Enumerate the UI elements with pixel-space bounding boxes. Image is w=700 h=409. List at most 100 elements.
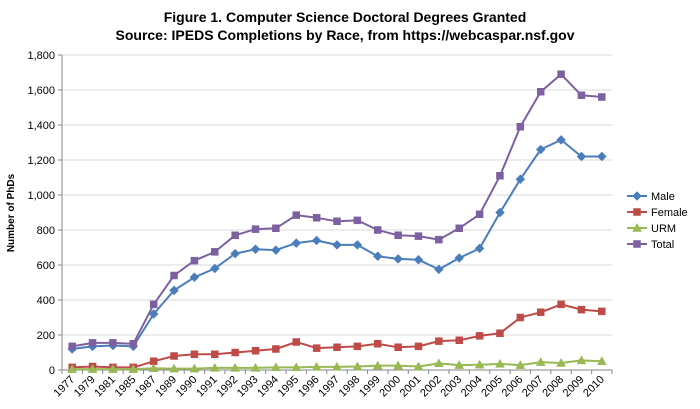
data-point-male [169, 285, 179, 296]
x-tick-label: 1994 [255, 374, 281, 400]
data-series [67, 70, 607, 373]
data-point-urm [413, 361, 424, 371]
data-point-female [251, 347, 260, 355]
x-axis-ticks: 1977197919811985198719891990199119921993… [52, 370, 613, 400]
data-point-male [535, 144, 546, 155]
data-point-total [129, 340, 138, 348]
legend-item-total: Total [627, 239, 674, 251]
x-tick-label: 1991 [194, 374, 220, 400]
data-point-total [292, 211, 301, 219]
y-tick-label: 1,800 [27, 50, 55, 62]
series-total [68, 70, 606, 351]
data-point-urm [454, 360, 465, 369]
legend: Male Female URM Total [627, 191, 688, 251]
data-point-urm [209, 362, 220, 372]
data-point-urm [332, 361, 342, 371]
data-point-total [373, 226, 382, 234]
data-point-female [170, 352, 178, 360]
data-point-urm [352, 361, 363, 371]
x-tick-label: 2002 [418, 374, 444, 400]
data-point-male [413, 254, 424, 265]
x-tick-label: 1999 [357, 374, 383, 400]
data-point-male [596, 151, 607, 162]
data-point-female [536, 308, 545, 316]
legend-marker-female [633, 208, 641, 216]
data-point-total [312, 214, 321, 222]
data-point-urm [474, 359, 485, 369]
x-tick-label: 1977 [52, 374, 78, 400]
data-point-total [251, 225, 260, 233]
y-tick-label: 600 [37, 260, 55, 272]
data-point-urm [128, 364, 139, 373]
data-point-urm [372, 360, 383, 370]
data-point-male [250, 244, 261, 255]
data-point-total [414, 232, 423, 240]
data-point-female [272, 345, 280, 353]
data-point-male [433, 264, 444, 275]
data-point-urm [169, 363, 179, 373]
x-tick-label: 1993 [235, 374, 261, 400]
x-tick-label: 1997 [316, 374, 342, 400]
x-tick-label: 2005 [479, 374, 505, 400]
data-point-male [332, 240, 342, 250]
data-point-total [536, 88, 545, 96]
x-tick-label: 2003 [439, 374, 465, 400]
data-point-female [231, 348, 239, 357]
data-point-female [312, 344, 321, 352]
data-point-male [576, 151, 587, 162]
data-point-total [88, 339, 97, 347]
data-point-urm [148, 363, 159, 372]
x-tick-label: 2007 [520, 374, 546, 400]
data-point-total [109, 339, 117, 347]
data-point-total [170, 271, 178, 280]
data-point-total [435, 235, 443, 244]
legend-label-urm: URM [651, 223, 676, 235]
data-point-male [311, 235, 322, 246]
data-point-urm [596, 356, 607, 365]
y-axis-ticks: 0 200 400 600 800 1,000 1,200 1,400 1,600 1,800 [27, 50, 62, 377]
data-point-female [577, 305, 586, 314]
series-urm [67, 355, 607, 373]
x-tick-label: 2010 [581, 374, 607, 400]
y-tick-label: 1,600 [27, 85, 55, 97]
data-point-total [68, 342, 76, 351]
data-point-urm [291, 362, 302, 372]
data-point-total [353, 216, 362, 225]
data-point-total [577, 91, 586, 99]
data-point-female [475, 332, 484, 340]
data-point-male [291, 238, 302, 248]
legend-label-male: Male [651, 191, 675, 203]
legend-marker-male [632, 191, 642, 201]
data-point-total [475, 210, 484, 218]
data-point-male [209, 263, 220, 274]
data-point-total [557, 70, 565, 78]
data-point-urm [495, 358, 505, 368]
legend-marker-urm [632, 222, 642, 232]
data-point-urm [230, 362, 241, 372]
x-tick-label: 1998 [337, 374, 363, 400]
data-point-female [211, 350, 219, 358]
legend-item-male: Male [627, 191, 675, 203]
data-point-urm [535, 357, 546, 366]
data-point-total [272, 224, 280, 232]
x-tick-label: 1995 [276, 374, 302, 400]
data-point-male [271, 245, 281, 255]
x-tick-label: 1979 [72, 374, 98, 400]
data-point-male [495, 207, 505, 218]
y-axis-label: Number of PhDs [6, 173, 17, 252]
gridlines [61, 54, 612, 371]
y-tick-label: 1,200 [27, 155, 55, 167]
y-tick-label: 800 [37, 225, 55, 237]
data-point-urm [556, 357, 567, 367]
data-point-male [556, 135, 566, 145]
data-point-female [414, 342, 423, 351]
legend-label-total: Total [651, 239, 674, 251]
data-point-male [148, 309, 159, 319]
y-tick-label: 200 [37, 330, 55, 342]
y-tick-label: 1,000 [27, 190, 55, 202]
legend-marker-total [633, 240, 641, 248]
data-point-male [352, 240, 363, 250]
data-point-male [189, 272, 200, 283]
